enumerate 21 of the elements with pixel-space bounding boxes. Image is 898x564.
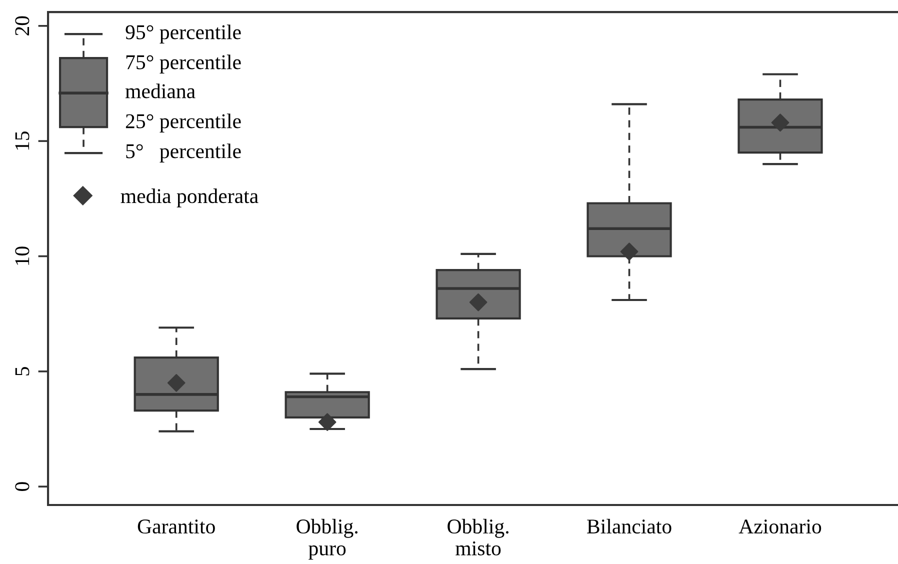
x-tick-label: Garantito <box>138 520 215 534</box>
legend-label: media ponderata <box>120 188 258 208</box>
point <box>620 242 638 261</box>
x-tick-label: Obblig. puro <box>296 518 358 560</box>
point <box>771 114 790 132</box>
annotation: 95° percentile <box>126 24 241 44</box>
annotation: mediana <box>125 84 196 98</box>
annotation: 5° percentile <box>126 144 241 162</box>
x-tick-label: Azionario <box>738 520 822 534</box>
x-tick-label: Obblig. misto <box>448 518 508 556</box>
y-tick-label: 0 <box>15 482 30 491</box>
point <box>318 413 336 431</box>
y-tick-label: 15 <box>15 131 30 150</box>
annotation: 75° percentile <box>126 54 241 74</box>
point <box>469 293 488 312</box>
y-tick-label: 5 <box>15 367 30 376</box>
annotation: 25° percentile <box>126 114 241 132</box>
y-tick-label: 10 <box>15 246 30 265</box>
point <box>167 374 186 392</box>
y-tick-label: 20 <box>15 16 30 36</box>
x-tick-label: Bilanciato <box>587 518 672 534</box>
